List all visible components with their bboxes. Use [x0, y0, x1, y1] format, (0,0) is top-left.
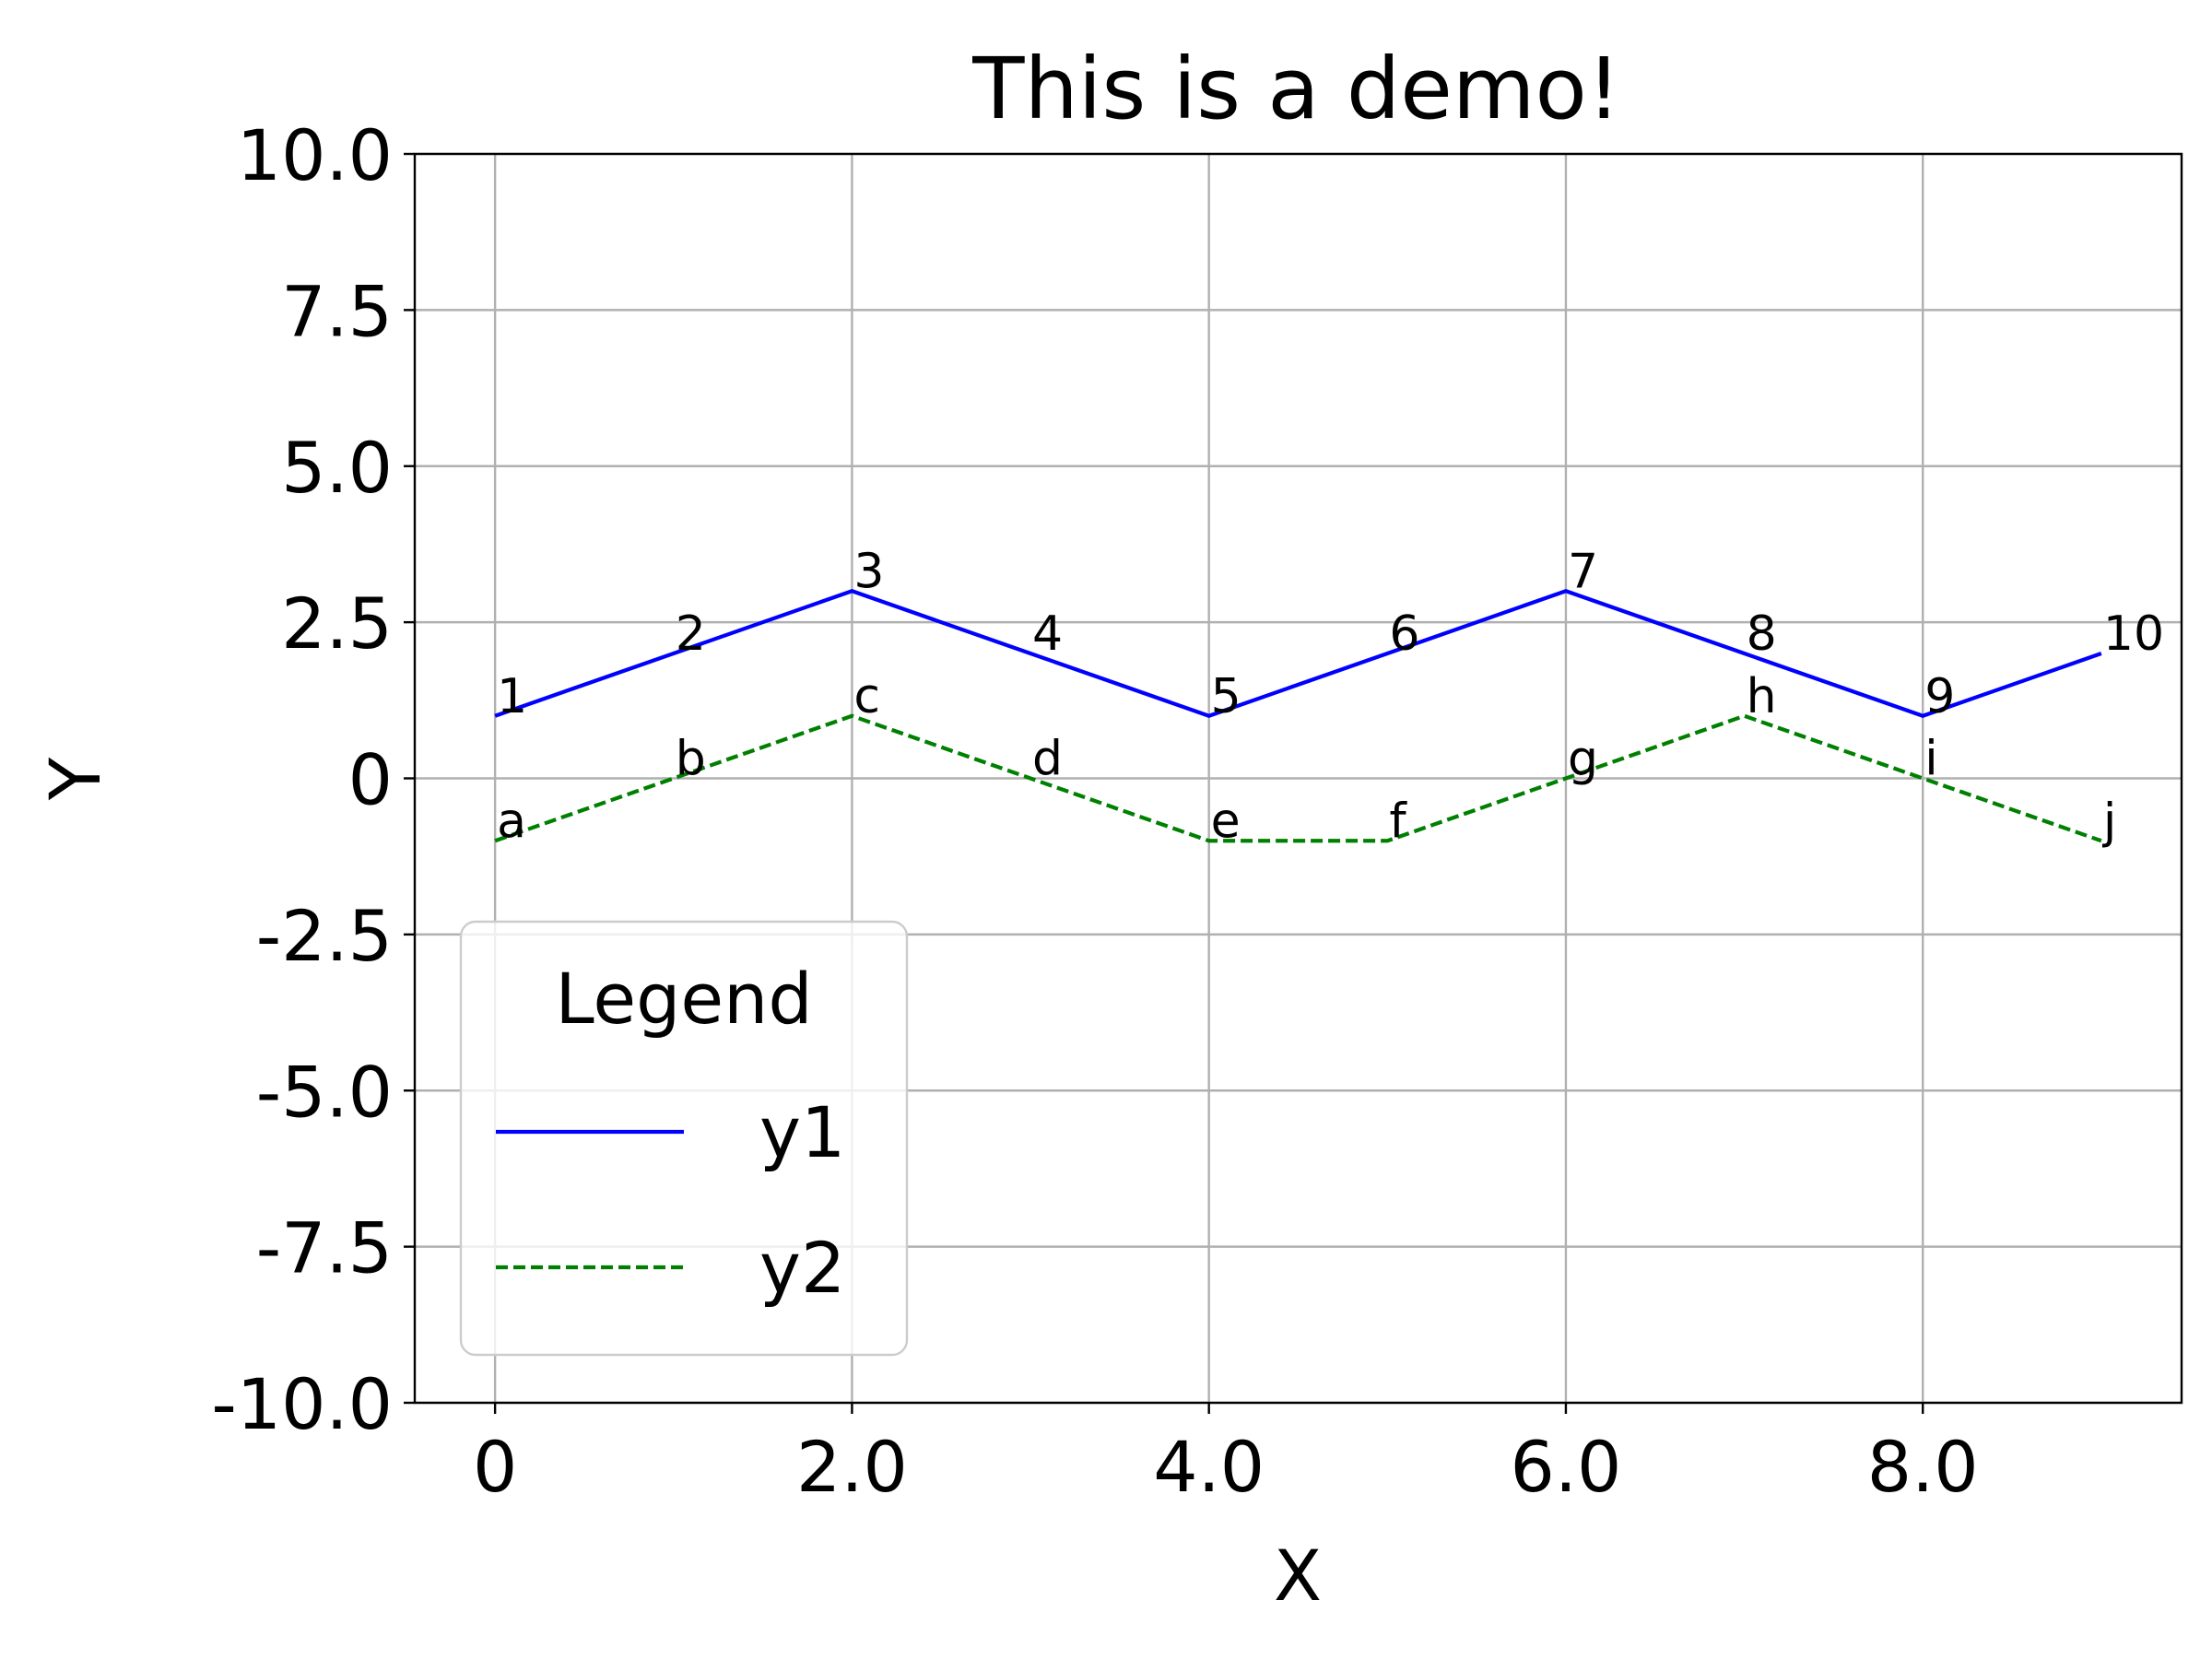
data-label-y2: j: [2102, 794, 2116, 849]
y-tick-label: 7.5: [281, 270, 393, 352]
y-tick-label: 2.5: [281, 582, 393, 665]
data-label-y2: g: [1568, 732, 1598, 787]
series-layer: [494, 589, 2102, 843]
data-label-y1: 4: [1032, 606, 1063, 662]
x-axis-ticks: 0 2.0 4.0 6.0 8.0: [473, 1403, 1979, 1508]
x-tick-label: 0: [473, 1426, 517, 1508]
data-label-y1: 6: [1389, 606, 1419, 662]
y-tick-label: 10.0: [237, 114, 393, 196]
legend: Legend y1 y2: [459, 920, 909, 1357]
y-tick-label: 5.0: [281, 427, 393, 509]
data-label-y2: i: [1924, 732, 1937, 787]
series-line-y1: [494, 589, 2102, 718]
chart-title: This is a demo!: [971, 40, 1620, 138]
data-label-y1: 7: [1568, 544, 1598, 599]
x-tick-label: 2.0: [796, 1426, 908, 1508]
data-label-y2: b: [676, 732, 706, 787]
data-labels: 1 2 3 4 5 6 7 8 9 10 a b c d e f g h i j: [497, 544, 2164, 849]
data-label-y2: e: [1211, 794, 1241, 849]
data-label-y2: h: [1747, 669, 1777, 724]
x-tick-label: 6.0: [1511, 1426, 1622, 1508]
legend-box: [459, 920, 909, 1357]
data-label-y2: a: [497, 794, 526, 849]
data-label-y1: 9: [1924, 669, 1955, 724]
x-tick-label: 4.0: [1153, 1426, 1265, 1508]
legend-label-y2: y2: [759, 1227, 845, 1309]
y-tick-label: -2.5: [256, 895, 393, 977]
data-label-y1: 8: [1747, 606, 1777, 662]
data-label-y1: 1: [497, 669, 527, 724]
y-axis-ticks: -10.0 -7.5 -5.0 -2.5 0 2.5 5.0 7.5 10.0: [211, 114, 415, 1445]
data-label-y2: f: [1389, 794, 1407, 849]
y-tick-label: -5.0: [256, 1051, 393, 1133]
y-tick-label: -7.5: [256, 1207, 393, 1289]
y-tick-label: 0: [348, 739, 393, 821]
series-line-y2: [494, 713, 2102, 843]
data-label-y1: 5: [1211, 669, 1241, 724]
y-tick-label: -10.0: [211, 1363, 393, 1445]
data-label-y1: 2: [676, 606, 706, 662]
x-axis-label: X: [1274, 1535, 1322, 1617]
legend-title: Legend: [555, 958, 812, 1040]
y-axis-label: Y: [34, 757, 116, 801]
x-tick-label: 8.0: [1867, 1426, 1979, 1508]
data-label-y2: d: [1032, 732, 1063, 787]
data-label-y1: 3: [853, 544, 884, 599]
data-label-y2: c: [853, 669, 880, 724]
data-label-y1: 10: [2103, 606, 2164, 662]
legend-label-y1: y1: [759, 1091, 845, 1173]
